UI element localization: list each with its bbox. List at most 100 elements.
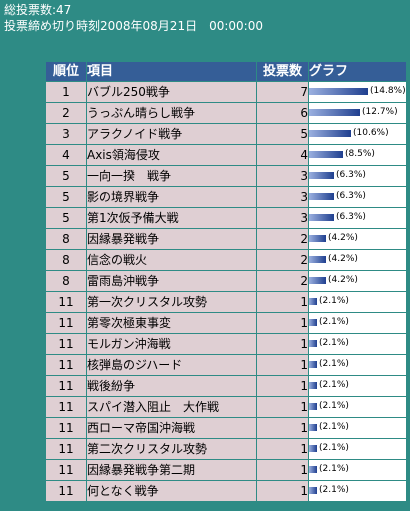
percent-label: (2.1%) bbox=[319, 464, 349, 474]
item-cell: 因縁暴発戦争 bbox=[87, 229, 256, 249]
header-votes: 投票数 bbox=[257, 62, 308, 81]
rank-cell: 3 bbox=[46, 124, 86, 144]
vote-bar bbox=[309, 382, 317, 389]
percent-label: (12.7%) bbox=[362, 107, 398, 117]
total-votes-text: 総投票数:47 bbox=[4, 3, 72, 17]
votes-cell: 2 bbox=[257, 229, 308, 249]
votes-cell: 1 bbox=[257, 313, 308, 333]
table-header-row: 順位 項目 投票数 グラフ bbox=[46, 62, 406, 81]
rank-cell: 11 bbox=[46, 292, 86, 312]
rank-cell: 5 bbox=[46, 208, 86, 228]
vote-summary: 総投票数:47 投票締め切り時刻2008年08月21日 00:00:00 bbox=[4, 2, 263, 34]
table-row: 11 第零次極東事変 1 (2.1%) bbox=[46, 313, 406, 333]
header-item: 項目 bbox=[87, 62, 256, 81]
percent-label: (2.1%) bbox=[319, 380, 349, 390]
graph-cell: (6.3%) bbox=[309, 208, 406, 228]
graph-cell: (2.1%) bbox=[309, 292, 406, 312]
votes-cell: 1 bbox=[257, 397, 308, 417]
votes-cell: 5 bbox=[257, 124, 308, 144]
vote-bar bbox=[309, 298, 317, 305]
vote-bar bbox=[309, 88, 368, 95]
percent-label: (2.1%) bbox=[319, 485, 349, 495]
percent-label: (4.2%) bbox=[328, 233, 358, 243]
percent-label: (4.2%) bbox=[328, 254, 358, 264]
percent-label: (14.8%) bbox=[370, 86, 406, 96]
vote-bar bbox=[309, 361, 317, 368]
vote-bar bbox=[309, 277, 326, 284]
item-cell: 第1次仮予備大戦 bbox=[87, 208, 256, 228]
votes-cell: 1 bbox=[257, 460, 308, 480]
graph-cell: (12.7%) bbox=[309, 103, 406, 123]
votes-cell: 2 bbox=[257, 271, 308, 291]
rank-cell: 11 bbox=[46, 439, 86, 459]
table-row: 11 第二次クリスタル攻勢 1 (2.1%) bbox=[46, 439, 406, 459]
votes-cell: 3 bbox=[257, 187, 308, 207]
graph-cell: (2.1%) bbox=[309, 313, 406, 333]
table-row: 4 Axis領海侵攻 4 (8.5%) bbox=[46, 145, 406, 165]
vote-bar bbox=[309, 256, 326, 263]
table-row: 8 雷雨島沖戦争 2 (4.2%) bbox=[46, 271, 406, 291]
table-row: 11 第一次クリスタル攻勢 1 (2.1%) bbox=[46, 292, 406, 312]
percent-label: (4.2%) bbox=[328, 275, 358, 285]
graph-cell: (2.1%) bbox=[309, 418, 406, 438]
vote-bar bbox=[309, 172, 334, 179]
votes-cell: 1 bbox=[257, 355, 308, 375]
header-rank: 順位 bbox=[46, 62, 86, 81]
graph-cell: (8.5%) bbox=[309, 145, 406, 165]
table-row: 5 一向一揆 戦争 3 (6.3%) bbox=[46, 166, 406, 186]
votes-cell: 1 bbox=[257, 376, 308, 396]
item-cell: 信念の戦火 bbox=[87, 250, 256, 270]
table-row: 11 因縁暴発戦争第二期 1 (2.1%) bbox=[46, 460, 406, 480]
percent-label: (8.5%) bbox=[345, 149, 375, 159]
percent-label: (2.1%) bbox=[319, 359, 349, 369]
table-row: 11 何となく戦争 1 (2.1%) bbox=[46, 481, 406, 501]
rank-cell: 11 bbox=[46, 334, 86, 354]
graph-cell: (4.2%) bbox=[309, 250, 406, 270]
rank-cell: 11 bbox=[46, 313, 86, 333]
item-cell: うっぷん晴らし戦争 bbox=[87, 103, 256, 123]
item-cell: 何となく戦争 bbox=[87, 481, 256, 501]
item-cell: アラクノイド戦争 bbox=[87, 124, 256, 144]
percent-label: (2.1%) bbox=[319, 296, 349, 306]
votes-cell: 2 bbox=[257, 250, 308, 270]
results-table: 順位 項目 投票数 グラフ 1 バブル250戦争 7 (14.8%) 2 うっぷん晴らし戦… bbox=[45, 61, 407, 502]
votes-cell: 1 bbox=[257, 334, 308, 354]
vote-bar bbox=[309, 193, 334, 200]
header-graph: グラフ bbox=[309, 62, 406, 81]
table-row: 1 バブル250戦争 7 (14.8%) bbox=[46, 82, 406, 102]
vote-bar bbox=[309, 445, 317, 452]
table-row: 8 因縁暴発戦争 2 (4.2%) bbox=[46, 229, 406, 249]
item-cell: 第零次極東事変 bbox=[87, 313, 256, 333]
graph-cell: (6.3%) bbox=[309, 187, 406, 207]
graph-cell: (14.8%) bbox=[309, 82, 406, 102]
votes-cell: 3 bbox=[257, 208, 308, 228]
vote-bar bbox=[309, 151, 343, 158]
graph-cell: (2.1%) bbox=[309, 334, 406, 354]
graph-cell: (2.1%) bbox=[309, 397, 406, 417]
vote-bar bbox=[309, 319, 317, 326]
vote-bar bbox=[309, 109, 360, 116]
percent-label: (2.1%) bbox=[319, 422, 349, 432]
graph-cell: (2.1%) bbox=[309, 481, 406, 501]
vote-bar bbox=[309, 130, 351, 137]
item-cell: Axis領海侵攻 bbox=[87, 145, 256, 165]
table-row: 5 影の境界戦争 3 (6.3%) bbox=[46, 187, 406, 207]
votes-cell: 6 bbox=[257, 103, 308, 123]
percent-label: (10.6%) bbox=[353, 128, 389, 138]
vote-bar bbox=[309, 403, 317, 410]
table-row: 8 信念の戦火 2 (4.2%) bbox=[46, 250, 406, 270]
rank-cell: 8 bbox=[46, 229, 86, 249]
item-cell: 戦後紛争 bbox=[87, 376, 256, 396]
percent-label: (6.3%) bbox=[336, 191, 366, 201]
graph-cell: (10.6%) bbox=[309, 124, 406, 144]
deadline-text: 投票締め切り時刻2008年08月21日 00:00:00 bbox=[4, 19, 263, 33]
item-cell: 西ローマ帝国沖海戦 bbox=[87, 418, 256, 438]
table-row: 11 戦後紛争 1 (2.1%) bbox=[46, 376, 406, 396]
vote-bar bbox=[309, 340, 317, 347]
votes-cell: 1 bbox=[257, 481, 308, 501]
rank-cell: 2 bbox=[46, 103, 86, 123]
table-row: 5 第1次仮予備大戦 3 (6.3%) bbox=[46, 208, 406, 228]
vote-bar bbox=[309, 235, 326, 242]
item-cell: 因縁暴発戦争第二期 bbox=[87, 460, 256, 480]
item-cell: 第一次クリスタル攻勢 bbox=[87, 292, 256, 312]
